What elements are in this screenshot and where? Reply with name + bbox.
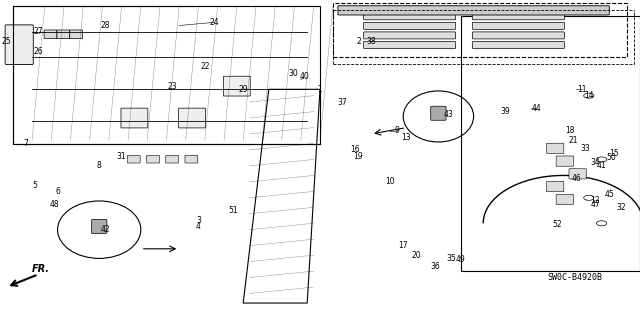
FancyBboxPatch shape: [121, 108, 148, 128]
Text: 31: 31: [116, 152, 127, 161]
Text: 30: 30: [288, 69, 298, 78]
Text: 28: 28: [101, 21, 110, 30]
Text: 32: 32: [616, 203, 626, 212]
Text: 6: 6: [55, 187, 60, 196]
FancyBboxPatch shape: [223, 76, 250, 96]
Text: 18: 18: [565, 126, 574, 135]
Text: 45: 45: [605, 190, 615, 199]
Text: 26: 26: [33, 47, 44, 56]
Text: 36: 36: [430, 262, 440, 271]
Text: 25: 25: [1, 37, 12, 46]
FancyBboxPatch shape: [364, 41, 456, 48]
FancyBboxPatch shape: [547, 143, 564, 153]
Text: 44: 44: [531, 104, 541, 113]
Text: 52: 52: [552, 220, 562, 229]
FancyBboxPatch shape: [472, 22, 564, 29]
FancyBboxPatch shape: [70, 30, 83, 39]
Text: 15: 15: [609, 149, 620, 158]
FancyBboxPatch shape: [364, 13, 456, 20]
FancyBboxPatch shape: [166, 155, 179, 163]
Text: 41: 41: [596, 161, 607, 170]
Text: 43: 43: [443, 110, 453, 119]
Text: 13: 13: [401, 133, 412, 142]
Text: 34: 34: [590, 158, 600, 167]
Text: 5: 5: [33, 181, 38, 189]
FancyBboxPatch shape: [472, 41, 564, 48]
Text: 49: 49: [456, 256, 466, 264]
Text: 10: 10: [385, 177, 396, 186]
Text: 42: 42: [100, 225, 111, 234]
Text: 9: 9: [394, 126, 399, 135]
FancyBboxPatch shape: [364, 22, 456, 29]
Text: 2: 2: [356, 37, 361, 46]
Text: 35: 35: [446, 254, 456, 263]
Text: 47: 47: [590, 200, 600, 209]
FancyBboxPatch shape: [338, 6, 609, 15]
Text: 7: 7: [23, 139, 28, 148]
FancyBboxPatch shape: [185, 155, 198, 163]
FancyBboxPatch shape: [472, 32, 564, 39]
FancyBboxPatch shape: [547, 182, 564, 192]
Text: 39: 39: [500, 107, 511, 116]
Text: 24: 24: [209, 18, 220, 27]
Text: 23: 23: [168, 82, 178, 91]
FancyBboxPatch shape: [147, 155, 159, 163]
Text: 4: 4: [196, 222, 201, 231]
Text: 19: 19: [353, 152, 364, 161]
Text: 21: 21: [568, 136, 577, 145]
FancyBboxPatch shape: [44, 30, 57, 39]
Text: 51: 51: [228, 206, 239, 215]
Text: 27: 27: [33, 27, 44, 36]
Text: 48: 48: [49, 200, 60, 209]
Text: 50: 50: [606, 153, 616, 162]
Text: 8: 8: [97, 161, 102, 170]
Text: 37: 37: [337, 98, 348, 107]
Text: 12: 12: [591, 197, 600, 205]
Text: 14: 14: [584, 91, 594, 100]
Text: FR.: FR.: [32, 264, 50, 274]
FancyBboxPatch shape: [92, 219, 107, 234]
Text: 20: 20: [411, 251, 421, 260]
Text: SW0C-B4920B: SW0C-B4920B: [547, 273, 602, 282]
Text: 46: 46: [571, 174, 581, 183]
Text: 3: 3: [196, 216, 201, 225]
FancyBboxPatch shape: [5, 25, 33, 64]
Text: 33: 33: [580, 144, 591, 153]
FancyBboxPatch shape: [364, 32, 456, 39]
FancyBboxPatch shape: [556, 194, 573, 204]
Text: 17: 17: [398, 241, 408, 250]
FancyBboxPatch shape: [569, 169, 586, 179]
FancyBboxPatch shape: [57, 30, 70, 39]
Text: 40: 40: [299, 72, 309, 81]
FancyBboxPatch shape: [556, 156, 573, 166]
Text: 11: 11: [578, 85, 587, 94]
Text: 29: 29: [238, 85, 248, 94]
FancyBboxPatch shape: [127, 155, 140, 163]
Text: 22: 22: [200, 63, 209, 71]
FancyBboxPatch shape: [472, 13, 564, 20]
Text: 16: 16: [350, 145, 360, 154]
Text: 1: 1: [317, 85, 323, 94]
FancyBboxPatch shape: [179, 108, 205, 128]
FancyBboxPatch shape: [431, 106, 446, 120]
Text: 38: 38: [366, 37, 376, 46]
